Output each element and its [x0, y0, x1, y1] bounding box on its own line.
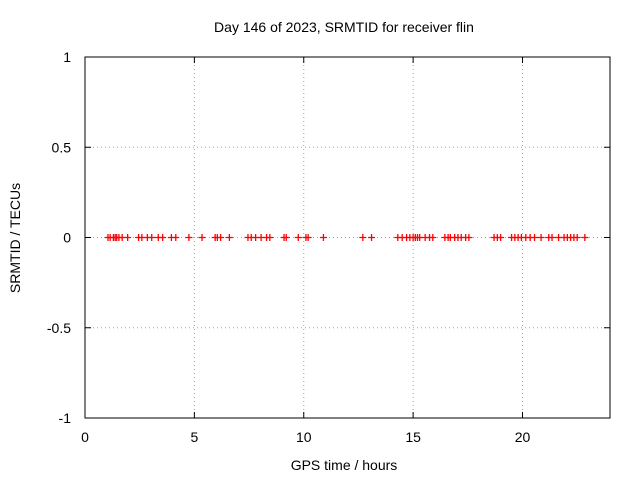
- data-point: [282, 234, 290, 241]
- x-tick-label: 0: [81, 429, 89, 445]
- data-point: [429, 234, 437, 241]
- data-point: [368, 234, 376, 241]
- data-point: [172, 234, 180, 241]
- y-tick-label: -1: [59, 410, 72, 426]
- y-axis-label: SRMTID / TECUs: [7, 183, 23, 293]
- tick-labels: 0 5 10 15 20 1 0.5 0 -0.5 -1: [47, 49, 531, 445]
- data-point: [148, 234, 156, 241]
- x-tick-label: 15: [405, 429, 421, 445]
- y-tick-label: 0.5: [52, 139, 72, 155]
- y-tick-label: -0.5: [47, 320, 71, 336]
- y-tick-label: 1: [63, 49, 71, 65]
- x-tick-label: 10: [296, 429, 312, 445]
- data-point: [198, 234, 206, 241]
- data-point: [266, 234, 274, 241]
- data-point: [537, 234, 545, 241]
- data-point: [225, 234, 233, 241]
- data-points: [104, 234, 589, 241]
- data-point: [185, 234, 193, 241]
- y-tick-label: 0: [63, 230, 71, 246]
- x-tick-label: 5: [190, 429, 198, 445]
- data-point: [465, 234, 473, 241]
- data-point: [294, 234, 302, 241]
- data-point: [159, 234, 167, 241]
- data-point: [319, 234, 327, 241]
- data-point: [359, 234, 367, 241]
- x-tick-label: 20: [515, 429, 531, 445]
- x-axis-label: GPS time / hours: [291, 457, 398, 473]
- data-point: [548, 234, 556, 241]
- data-point: [217, 234, 225, 241]
- data-point: [531, 234, 539, 241]
- chart-title: Day 146 of 2023, SRMTID for receiver fli…: [214, 19, 474, 35]
- data-point: [497, 234, 505, 241]
- data-point: [124, 234, 132, 241]
- data-point: [304, 234, 312, 241]
- axes: [84, 56, 611, 419]
- data-point: [581, 234, 589, 241]
- data-point: [573, 234, 581, 241]
